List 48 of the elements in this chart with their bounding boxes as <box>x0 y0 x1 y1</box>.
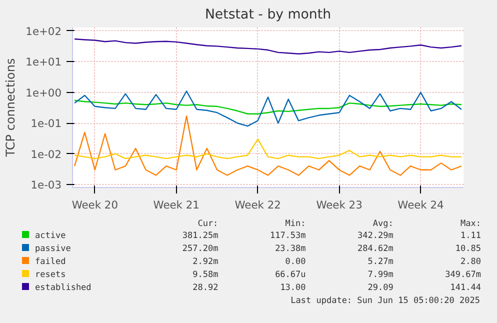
text: Min: <box>284 219 306 230</box>
x-tick-label: Week 20 <box>72 198 118 212</box>
text: 13.00 <box>279 282 306 295</box>
x-tick-label: Week 22 <box>234 198 281 212</box>
text: 10.85 <box>454 243 481 256</box>
y-tick-label: 1e+01 <box>26 56 62 69</box>
y-tick-label: 1e-01 <box>30 117 62 130</box>
legend-label: failed <box>34 256 67 269</box>
text: 66.67u <box>274 269 306 282</box>
line-series <box>74 90 462 127</box>
line-series <box>74 115 462 176</box>
text: 2.92m <box>192 256 218 269</box>
legend-label: active <box>34 230 67 243</box>
text: 9.58m <box>192 269 218 282</box>
text: 23.38m <box>274 243 306 256</box>
text: Max: <box>460 219 481 230</box>
text: 141.44 <box>449 282 481 295</box>
x-tick-label: Week 24 <box>398 198 444 212</box>
text: 28.92 <box>192 282 218 295</box>
text: Last update: Sun Jun 15 05:00:20 2025 <box>290 295 481 308</box>
y-tick-label: 1e-03 <box>30 178 62 192</box>
text: 1.11 <box>460 230 481 243</box>
legend-label: passive <box>34 243 72 256</box>
legend-label: resets <box>34 269 67 282</box>
y-tick-label: 1e-02 <box>30 148 62 161</box>
text: 29.09 <box>366 282 394 295</box>
chart-title: Netstat - by month <box>204 8 332 22</box>
y-tick-label: 1e+02 <box>26 25 62 38</box>
text: 349.67m <box>444 269 481 282</box>
y-axis-title: TCP connections <box>4 58 18 158</box>
text: 257.20m <box>181 243 218 256</box>
text: 381.25m <box>181 230 218 243</box>
legend-label: established <box>34 282 92 295</box>
text: 117.53m <box>268 230 306 243</box>
text: 342.29m <box>356 230 394 243</box>
text: 0.00 <box>284 256 306 269</box>
x-tick-label: Week 23 <box>316 198 362 212</box>
text: Avg: <box>372 219 394 230</box>
text: Cur: <box>196 219 218 230</box>
x-tick-label: Week 21 <box>153 198 200 212</box>
line-series <box>74 38 462 54</box>
text: 5.27m <box>366 256 394 269</box>
line-series <box>74 100 462 114</box>
text: 284.62m <box>356 243 394 256</box>
line-series <box>74 138 462 160</box>
text: 2.80 <box>460 256 481 269</box>
text: 7.99m <box>366 269 394 282</box>
y-tick-label: 1e+00 <box>26 86 62 100</box>
